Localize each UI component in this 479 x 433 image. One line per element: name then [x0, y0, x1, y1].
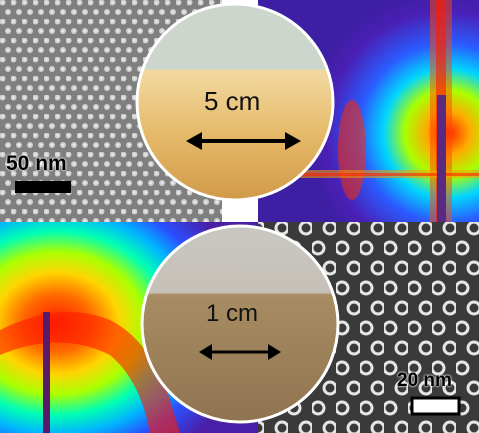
wafer-top-arrowhead-right: [285, 132, 301, 150]
wafer-bottom-arrowhead-right: [268, 344, 281, 360]
beamstop-bottom-left: [43, 312, 50, 433]
scale-label-bottom-right: 20 nm: [397, 370, 452, 391]
scale-label-top-left: 50 nm: [6, 152, 67, 175]
scale-bar-bottom-right: [410, 396, 461, 416]
wafer-bottom: [140, 224, 340, 424]
wafer-top-arrowhead-left: [186, 132, 202, 150]
wafer-bottom-arrowhead-left: [199, 344, 212, 360]
wafer-top: [135, 2, 335, 202]
wafer-top-dimension-label: 5 cm: [204, 86, 261, 116]
beamstop-top-right: [437, 95, 446, 222]
wafer-bottom-dimension-label: 1 cm: [206, 300, 259, 327]
scale-bar-top-left: [15, 181, 71, 193]
